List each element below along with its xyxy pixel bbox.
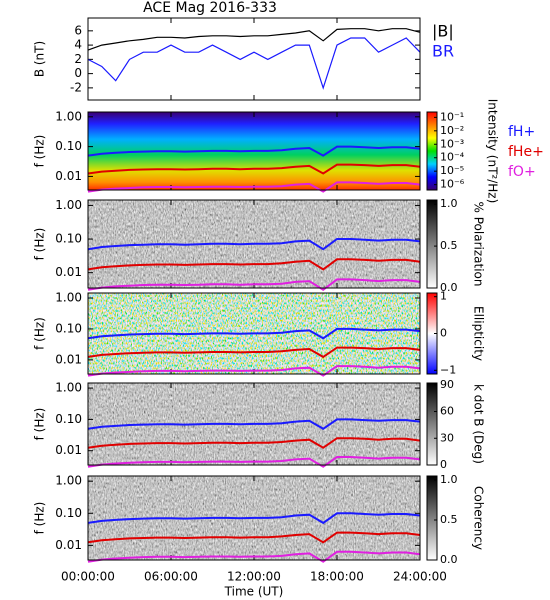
legend-label: fO+ [508,164,536,180]
y-tick-label: 0.01 [55,443,82,457]
y-tick-label: 0.10 [55,412,82,426]
y-tick-label: 0.10 [55,321,82,335]
colorbar-label: % Polarization [472,202,486,287]
colorbar-tick-label: 10⁻¹ [440,110,464,123]
legend-label: fH+ [508,124,535,140]
data-line [87,456,421,468]
colorbar-label: k dot B (Deg) [472,384,486,464]
data-line [87,418,421,430]
colorbar-label: Intensity (nT²/Hz) [486,99,500,204]
y-tick-label: 6 [74,23,82,37]
panel-frame [87,292,421,375]
data-line [87,437,421,449]
y-tick-label: 1.00 [55,198,82,212]
data-line [87,181,421,193]
x-axis-label: Time (UT) [224,585,284,599]
y-tick-label: 0 [74,66,82,80]
y-tick-label: 2 [74,52,82,66]
x-tick-label: 06:00:00 [144,570,198,584]
colorbar-tick-label: 0.5 [440,239,458,252]
colorbar-tick-label: 1 [440,290,447,303]
data-line [87,365,421,377]
panel-frame [87,199,421,289]
panel-frame [87,17,421,101]
data-line [87,531,421,544]
y-axis-label: B (nT) [33,41,47,77]
legend-label: fHe+ [508,144,544,160]
colorbar-tick-label: 10⁻⁶ [440,178,465,191]
panel-frame [87,475,421,561]
y-axis-label: f (Hz) [33,408,47,441]
data-line [87,278,421,292]
x-tick-label: 00:00:00 [61,570,115,584]
data-line [87,145,421,157]
y-axis-label: f (Hz) [33,502,47,535]
colorbar-tick-label: 0 [440,458,447,471]
colorbar-tick-label: 10⁻³ [440,137,464,150]
data-line [87,550,421,563]
chart-title: ACE Mag 2016-333 [143,0,277,16]
x-tick-label: 18:00:00 [310,570,364,584]
data-line [87,163,421,175]
y-tick-label: 0.01 [55,538,82,552]
colorbar-tick-label: 10⁻⁵ [440,164,464,177]
data-line [87,37,421,90]
colorbar [426,382,438,466]
y-axis-label: f (Hz) [33,317,47,350]
y-tick-label: 0.10 [55,506,82,520]
data-line [87,238,421,251]
colorbar-tick-label: 10⁻⁴ [440,151,465,164]
data-line [87,327,421,340]
y-tick-label: 0.01 [55,352,82,366]
colorbar-tick-label: 1.0 [440,197,458,210]
y-tick-label: 1.00 [55,109,82,123]
colorbar-tick-label: 0 [440,327,447,340]
colorbar-tick-label: 60 [440,405,454,418]
y-tick-label: 0.01 [55,169,82,183]
y-tick-label: 1.00 [55,474,82,488]
y-tick-label: -2 [70,80,82,94]
colorbar-tick-label: 0.5 [440,513,458,526]
colorbar-tick-label: 1.0 [440,473,458,486]
legend-label: |B| [432,22,454,41]
x-tick-label: 12:00:00 [227,570,281,584]
y-tick-label: 0.10 [55,232,82,246]
data-line [87,258,421,271]
colorbar-label: Ellipticity [472,306,486,361]
colorbar-tick-label: 10⁻² [440,124,464,137]
data-line [87,346,421,359]
panel-frame [87,111,421,191]
x-tick-label: 24:00:00 [393,570,447,584]
y-tick-label: 4 [74,38,82,52]
colorbar-tick-label: 0.0 [440,281,458,294]
colorbar-tick-label: 0.0 [440,553,458,566]
data-line [87,512,421,525]
y-axis-label: f (Hz) [33,228,47,261]
panel-frame [87,382,421,466]
colorbar [426,111,438,191]
colorbar-tick-label: −1 [440,363,456,376]
colorbar-tick-label: 90 [440,378,454,391]
y-tick-label: 0.01 [55,265,82,279]
y-tick-label: 1.00 [55,290,82,304]
data-line [87,28,421,51]
colorbar [426,475,438,561]
legend-label: BR [432,42,454,61]
colorbar [426,199,438,289]
y-tick-label: 0.10 [55,139,82,153]
colorbar-tick-label: 30 [440,431,454,444]
colorbar-label: Coherency [472,486,486,550]
y-tick-label: 1.00 [55,381,82,395]
y-axis-label: f (Hz) [33,135,47,168]
